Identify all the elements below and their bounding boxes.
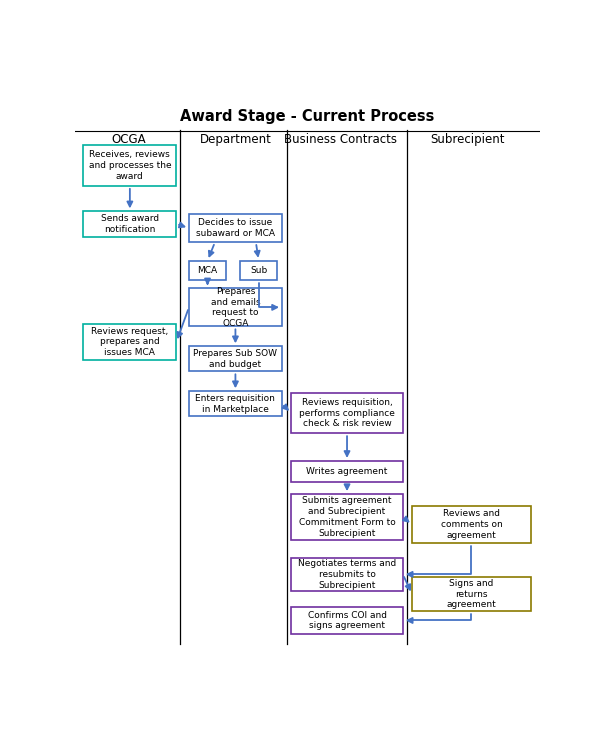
- Text: Prepares Sub SOW
and budget: Prepares Sub SOW and budget: [193, 349, 277, 369]
- Text: Award Stage - Current Process: Award Stage - Current Process: [181, 110, 434, 124]
- Text: Writes agreement: Writes agreement: [307, 467, 388, 476]
- FancyBboxPatch shape: [291, 494, 403, 540]
- Text: Business Contracts: Business Contracts: [284, 133, 397, 146]
- FancyBboxPatch shape: [412, 507, 531, 543]
- FancyBboxPatch shape: [291, 461, 403, 483]
- FancyBboxPatch shape: [189, 288, 282, 326]
- FancyBboxPatch shape: [189, 391, 282, 416]
- Text: MCA: MCA: [197, 266, 218, 274]
- Text: Reviews and
comments on
agreement: Reviews and comments on agreement: [440, 510, 502, 540]
- FancyBboxPatch shape: [83, 211, 176, 237]
- Text: Sends award
notification: Sends award notification: [101, 214, 159, 234]
- FancyBboxPatch shape: [189, 214, 282, 242]
- FancyBboxPatch shape: [189, 346, 282, 372]
- Text: Subrecipient: Subrecipient: [431, 133, 505, 146]
- Text: Department: Department: [199, 133, 271, 146]
- FancyBboxPatch shape: [189, 261, 226, 280]
- Text: Reviews requisition,
performs compliance
check & risk review: Reviews requisition, performs compliance…: [299, 398, 395, 429]
- FancyBboxPatch shape: [240, 261, 277, 280]
- Text: Enters requisition
in Marketplace: Enters requisition in Marketplace: [196, 394, 275, 414]
- Text: Decides to issue
subaward or MCA: Decides to issue subaward or MCA: [196, 218, 275, 238]
- Text: Submits agreement
and Subrecipient
Commitment Form to
Subrecipient: Submits agreement and Subrecipient Commi…: [299, 496, 395, 538]
- FancyBboxPatch shape: [83, 323, 176, 360]
- FancyBboxPatch shape: [291, 393, 403, 434]
- FancyBboxPatch shape: [412, 577, 531, 612]
- Text: Receives, reviews
and processes the
award: Receives, reviews and processes the awar…: [89, 150, 171, 181]
- Text: Sub: Sub: [250, 266, 267, 274]
- FancyBboxPatch shape: [291, 607, 403, 634]
- FancyBboxPatch shape: [83, 145, 176, 186]
- Text: Confirms COI and
signs agreement: Confirms COI and signs agreement: [308, 610, 386, 630]
- Text: Negotiates terms and
resubmits to
Subrecipient: Negotiates terms and resubmits to Subrec…: [298, 559, 396, 590]
- Text: Prepares
and emails
request to
OCGA: Prepares and emails request to OCGA: [211, 287, 260, 328]
- Text: Signs and
returns
agreement: Signs and returns agreement: [446, 579, 496, 610]
- Text: OCGA: OCGA: [111, 133, 146, 146]
- Text: Reviews request,
prepares and
issues MCA: Reviews request, prepares and issues MCA: [91, 327, 169, 357]
- FancyBboxPatch shape: [291, 558, 403, 591]
